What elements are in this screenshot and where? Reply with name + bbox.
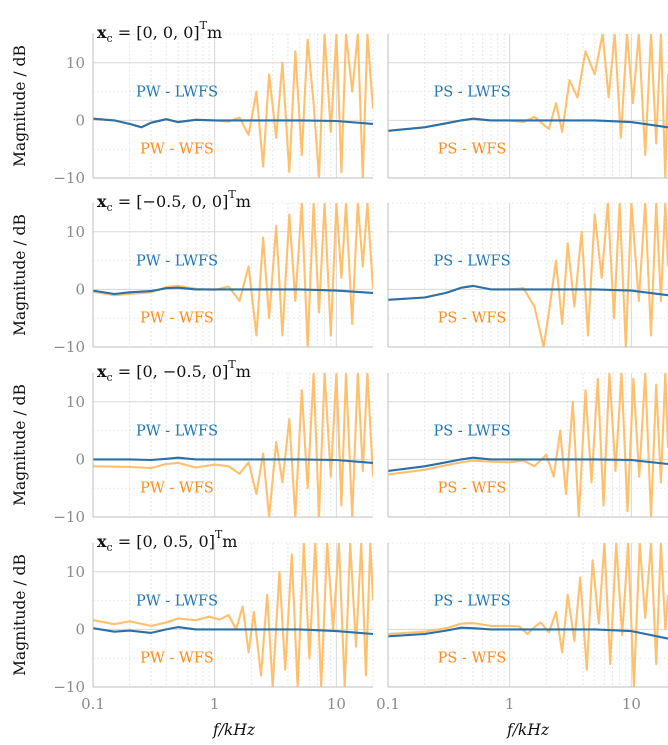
- label-wfs: PS - WFS: [438, 141, 507, 157]
- series-line-lwfs: [388, 626, 668, 640]
- series-line-lwfs: [93, 117, 373, 129]
- y-tick-label: −10: [53, 678, 85, 696]
- series-line-wfs: [93, 543, 373, 687]
- y-tick-label: 10: [66, 223, 85, 241]
- label-wfs: PS - WFS: [438, 310, 507, 326]
- label-wfs: PW - WFS: [140, 480, 214, 496]
- y-tick-label: 10: [66, 54, 85, 72]
- y-tick-label: −10: [53, 508, 85, 526]
- condition-label: xc = [0, 0.5, 0]Tm: [97, 528, 237, 554]
- y-tick-label: 0: [75, 111, 85, 129]
- x-axis-label-right: f/kHz: [506, 721, 550, 739]
- label-lwfs: PW - LWFS: [136, 423, 218, 439]
- label-lwfs: PS - LWFS: [433, 253, 510, 269]
- series-line-wfs: [388, 543, 668, 687]
- y-tick-label: 0: [75, 620, 85, 638]
- series-layer: [93, 34, 668, 687]
- series-line-lwfs: [93, 456, 373, 464]
- axis-layer: [92, 34, 668, 688]
- series-line-lwfs: [388, 456, 668, 472]
- x-tick-label: 10: [327, 695, 346, 713]
- condition-label: xc = [0, −0.5, 0]Tm: [97, 358, 251, 384]
- series-line-lwfs: [93, 286, 373, 296]
- y-tick-label: −10: [53, 338, 85, 356]
- label-wfs: PW - WFS: [140, 141, 214, 157]
- series-line-wfs: [93, 203, 373, 347]
- condition-label: xc = [0, 0, 0]Tm: [97, 19, 222, 45]
- y-tick-label: 10: [66, 563, 85, 581]
- y-axis-label: Magnitude / dB: [11, 214, 29, 336]
- label-lwfs: PS - LWFS: [433, 423, 510, 439]
- label-wfs: PS - WFS: [438, 480, 507, 496]
- label-wfs: PW - WFS: [140, 310, 214, 326]
- condition-label: xc = [−0.5, 0, 0]Tm: [97, 188, 251, 214]
- x-tick-label: 1: [210, 695, 220, 713]
- y-tick-label: 0: [75, 450, 85, 468]
- label-lwfs: PW - LWFS: [136, 593, 218, 609]
- y-axis-label: Magnitude / dB: [11, 45, 29, 167]
- x-tick-label: 0.1: [376, 695, 400, 713]
- label-wfs: PS - WFS: [438, 650, 507, 666]
- label-lwfs: PS - LWFS: [433, 593, 510, 609]
- x-tick-label: 1: [505, 695, 515, 713]
- x-tick-label: 0.1: [81, 695, 105, 713]
- y-axis-label: Magnitude / dB: [11, 384, 29, 506]
- series-line-wfs: [388, 373, 668, 517]
- label-lwfs: PW - LWFS: [136, 253, 218, 269]
- y-tick-label: 10: [66, 393, 85, 411]
- y-tick-label: −10: [53, 169, 85, 187]
- series-line-lwfs: [388, 284, 668, 301]
- series-line-lwfs: [93, 626, 373, 636]
- label-wfs: PW - WFS: [140, 650, 214, 666]
- y-axis-label: Magnitude / dB: [11, 554, 29, 676]
- series-line-wfs: [93, 373, 373, 517]
- x-axis-label-left: f/kHz: [212, 721, 256, 739]
- x-tick-label: 10: [622, 695, 641, 713]
- series-line-lwfs: [388, 117, 668, 132]
- y-tick-label: 0: [75, 280, 85, 298]
- label-lwfs: PW - LWFS: [136, 84, 218, 100]
- label-lwfs: PS - LWFS: [433, 84, 510, 100]
